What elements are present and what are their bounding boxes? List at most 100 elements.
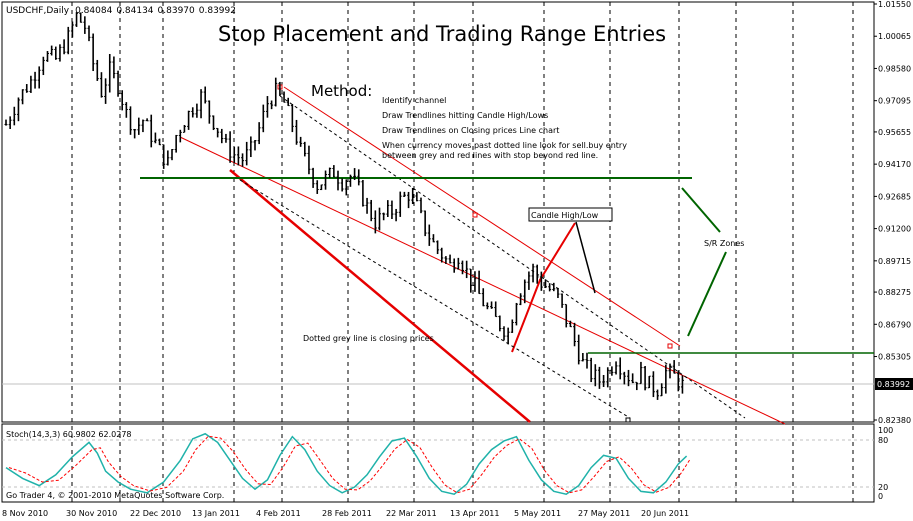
candle-label: Candle High/Low: [531, 211, 599, 220]
ohlc-bar: [54, 46, 58, 60]
ohlc-bar: [498, 315, 502, 332]
ohlc-bar: [62, 39, 66, 55]
ohlc-bar: [585, 352, 589, 369]
ohlc-bar: [153, 132, 157, 144]
ohlc-bar: [398, 191, 402, 217]
ohlc-bar: [158, 138, 162, 146]
ohlc-bar: [436, 240, 440, 255]
price-tick-label: 0.82380: [878, 416, 911, 425]
ohlc-bar: [112, 56, 116, 79]
method-step-5: between grey and red lines with stop bey…: [382, 151, 598, 160]
price-panel[interactable]: [1, 1, 875, 423]
date-tick-label: 28 Feb 2011: [322, 509, 372, 518]
ohlc-bar: [415, 192, 419, 202]
ohlc-bar: [680, 375, 684, 394]
date-tick-label: 22 Mar 2011: [386, 509, 437, 518]
ohlc-bar: [494, 301, 498, 318]
ohlc-bar: [336, 170, 340, 191]
price-tick-label: 0.97095: [878, 97, 911, 106]
ohlc-bar: [465, 260, 469, 279]
stoch-signal-line: [8, 435, 691, 494]
closing-price-dotted-lines[interactable]: [239, 95, 746, 423]
ohlc-bar: [461, 260, 464, 275]
ohlc-bar: [344, 179, 348, 196]
ohlc-bar: [519, 293, 523, 306]
ohlc-bar: [311, 167, 315, 188]
ohlc-bar: [514, 302, 518, 326]
ohlc-bar: [79, 12, 83, 23]
stoch-tick-100: 100: [878, 426, 893, 435]
date-tick-label: 27 May 2011: [578, 509, 630, 518]
ohlc-bar: [124, 102, 128, 118]
candle-label-box: [528, 207, 613, 222]
ohlc-bar: [16, 97, 20, 122]
ohlc-bar: [631, 373, 635, 384]
ohlc-bar: [647, 375, 651, 389]
ohlc-bar: [50, 45, 54, 56]
ohlc-bar: [552, 282, 556, 292]
ohlc-bar: [581, 353, 585, 362]
stoch-main-line: [5, 432, 688, 496]
ohlc-bar: [104, 78, 108, 104]
ohlc-bar: [378, 207, 381, 231]
ohlc-bar: [602, 374, 606, 387]
ohlc-bar: [328, 167, 332, 179]
ohlc-bar: [216, 127, 220, 138]
date-axis: 8 Nov 2010 30 Nov 2010 22 Dec 2010 13 Jan 2…: [2, 509, 689, 518]
method-step-2: Draw Trendlines hitting Candle High/Lows: [382, 111, 548, 120]
ohlc-bar: [614, 361, 618, 375]
ohlc-bar: [672, 360, 676, 374]
ohlc-bar: [423, 210, 427, 237]
price-axis: 1.01550 1.00065 0.98580 0.97095 0.95655 0.941…: [874, 0, 911, 425]
ohlc-bar: [33, 71, 37, 89]
ohlc-bar: [224, 133, 228, 143]
ohlc-bar: [166, 150, 170, 166]
ohlc-bar: [319, 184, 323, 191]
ohlc-bar: [627, 369, 630, 387]
ohlc-bar: [261, 104, 265, 133]
ohlc-bar: [477, 270, 481, 295]
ohlc-bar: [282, 91, 286, 103]
ohlc-bar: [639, 361, 643, 385]
method-step-4: When currency moves past dotted line loo…: [382, 141, 627, 150]
ohlc-bar: [66, 26, 70, 55]
ohlc-bar: [46, 51, 49, 62]
ohlc-bar: [353, 168, 357, 180]
ohlc-bar: [469, 268, 473, 293]
sr-zone-lines[interactable]: [140, 177, 874, 354]
dotted-line-note: Dotted grey line is closing prices: [303, 334, 434, 343]
ohlc-bar: [58, 44, 62, 62]
ohlc-bar: [265, 96, 269, 118]
candle-pointer-line: [575, 221, 596, 294]
ohlc-bar: [295, 119, 298, 145]
ohlc-bar: [635, 381, 639, 391]
ohlc-bar: [523, 279, 527, 304]
price-tick-label: 1.00065: [878, 32, 911, 41]
ohlc-bar: [257, 122, 261, 145]
date-tick-label: 20 Jun 2011: [641, 509, 689, 518]
ohlc-bar: [548, 283, 552, 292]
price-tick-label: 0.89715: [878, 257, 911, 266]
ohlc-bar: [133, 128, 137, 139]
stoch-panel[interactable]: [1, 423, 875, 503]
ohlc-bar: [25, 84, 29, 93]
ohlc-bar: [303, 141, 307, 157]
ohlc-bar: [473, 271, 477, 292]
ohlc-bar: [12, 106, 16, 126]
ohlc-bar: [606, 367, 610, 388]
ohlc-bar: [490, 301, 494, 309]
ohlc-bar: [8, 116, 12, 130]
price-tick-label: 0.88275: [878, 288, 911, 297]
channel-red-lines[interactable]: [179, 84, 786, 425]
ohlc-bar: [618, 357, 622, 380]
date-tick-label: 30 Nov 2010: [66, 509, 117, 518]
price-tick-label: 0.92685: [878, 192, 911, 201]
ohlc-bar: [390, 200, 394, 220]
price-tick-label: 0.94170: [878, 160, 911, 169]
ohlc-bar: [245, 141, 249, 166]
ohlc-bar: [286, 97, 290, 107]
date-tick-label: 8 Nov 2010: [2, 509, 48, 518]
method-step-1: Identify channel: [382, 96, 446, 105]
ohlc-bar: [41, 56, 45, 76]
